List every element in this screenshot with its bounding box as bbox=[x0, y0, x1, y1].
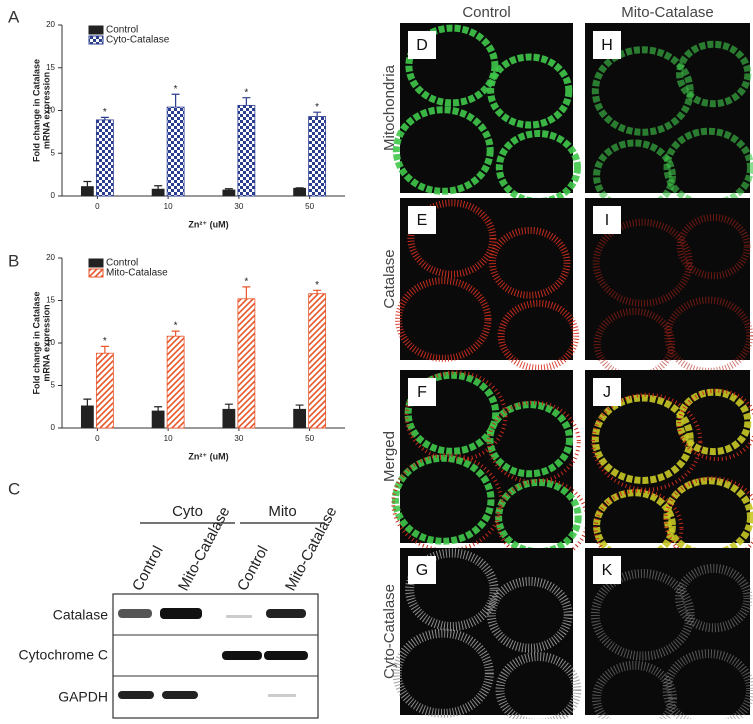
error-bar bbox=[242, 287, 250, 299]
significance-label: * bbox=[244, 277, 248, 288]
row-label: Cytochrome C bbox=[19, 647, 108, 663]
column-header: Control bbox=[462, 4, 510, 21]
bar bbox=[309, 294, 326, 428]
error-bar bbox=[101, 346, 109, 353]
error-bar bbox=[172, 331, 180, 336]
legend-label: Cyto-Catalase bbox=[106, 35, 170, 46]
legend-swatch bbox=[89, 36, 103, 44]
bar bbox=[294, 409, 306, 428]
bar bbox=[81, 187, 93, 196]
x-tick-label: 50 bbox=[305, 202, 314, 211]
y-tick-label: 20 bbox=[46, 253, 55, 262]
row-label: Merged bbox=[381, 431, 398, 482]
x-tick-label: 50 bbox=[305, 434, 314, 443]
significance-label: * bbox=[315, 102, 319, 113]
bar bbox=[309, 116, 326, 196]
x-tick-label: 30 bbox=[234, 202, 243, 211]
panel-letter: H bbox=[601, 37, 613, 54]
error-bar bbox=[83, 399, 91, 406]
x-tick-label: 0 bbox=[95, 434, 100, 443]
error-bar bbox=[172, 94, 180, 107]
legend-label: Mito-Catalase bbox=[106, 268, 168, 279]
error-bar bbox=[154, 186, 162, 189]
error-bar bbox=[225, 404, 233, 409]
bar bbox=[152, 411, 164, 428]
y-tick-label: 15 bbox=[46, 296, 55, 305]
group-label: Cyto bbox=[172, 503, 203, 520]
row-label: GAPDH bbox=[58, 689, 108, 705]
significance-label: * bbox=[244, 87, 248, 98]
legend-swatch bbox=[89, 269, 103, 277]
error-bar bbox=[83, 181, 91, 186]
y-tick-label: 15 bbox=[46, 63, 55, 72]
error-bar bbox=[154, 407, 162, 411]
significance-label: * bbox=[315, 280, 319, 291]
bar bbox=[167, 336, 184, 428]
row-label: Cyto-Catalase bbox=[381, 584, 398, 679]
x-axis-label: Zn²⁺ (uM) bbox=[188, 219, 228, 229]
column-header: Mito-Catalase bbox=[621, 4, 714, 21]
bar bbox=[238, 105, 255, 196]
error-bar bbox=[242, 98, 250, 106]
panel-label: B bbox=[8, 251, 19, 270]
panel-label: A bbox=[8, 7, 20, 26]
panel-letter: G bbox=[416, 562, 428, 579]
x-axis-label: Zn²⁺ (uM) bbox=[188, 451, 228, 461]
bar bbox=[238, 299, 255, 428]
bar bbox=[152, 189, 164, 196]
y-tick-label: 0 bbox=[51, 191, 56, 200]
legend-swatch bbox=[89, 26, 103, 34]
x-tick-label: 10 bbox=[164, 202, 173, 211]
row-label: Catalase bbox=[381, 249, 398, 308]
x-tick-label: 0 bbox=[95, 202, 100, 211]
panel-letter: F bbox=[417, 384, 427, 401]
x-tick-label: 10 bbox=[164, 434, 173, 443]
y-axis-label: mRNA expression bbox=[41, 304, 51, 381]
bar bbox=[167, 107, 184, 196]
y-axis-label: Fold change in Catalase bbox=[31, 291, 41, 394]
bar bbox=[223, 190, 235, 196]
lane-label: Control bbox=[234, 543, 272, 594]
panel-letter: J bbox=[603, 384, 611, 401]
y-axis-label: mRNA expression bbox=[41, 72, 51, 149]
significance-label: * bbox=[103, 107, 107, 118]
y-tick-label: 0 bbox=[51, 423, 56, 432]
panel-label: C bbox=[8, 479, 20, 498]
row-label: Catalase bbox=[53, 607, 108, 623]
panel-letter: I bbox=[605, 212, 609, 229]
y-axis-label: Fold change in Catalase bbox=[31, 59, 41, 162]
bar bbox=[81, 406, 93, 428]
lane-label: Control bbox=[129, 543, 167, 594]
panel-letter: E bbox=[417, 212, 428, 229]
bar bbox=[223, 409, 235, 428]
bar bbox=[294, 188, 306, 196]
legend-swatch bbox=[89, 259, 103, 267]
significance-label: * bbox=[103, 336, 107, 347]
y-tick-label: 20 bbox=[46, 20, 55, 29]
bar bbox=[96, 120, 113, 196]
significance-label: * bbox=[174, 321, 178, 332]
bar bbox=[96, 353, 113, 428]
x-tick-label: 30 bbox=[234, 434, 243, 443]
significance-label: * bbox=[174, 84, 178, 95]
blot-image bbox=[113, 594, 318, 718]
error-bar bbox=[296, 405, 304, 409]
group-label: Mito bbox=[268, 503, 296, 520]
panel-letter: D bbox=[416, 37, 428, 54]
panel-letter: K bbox=[602, 562, 613, 579]
